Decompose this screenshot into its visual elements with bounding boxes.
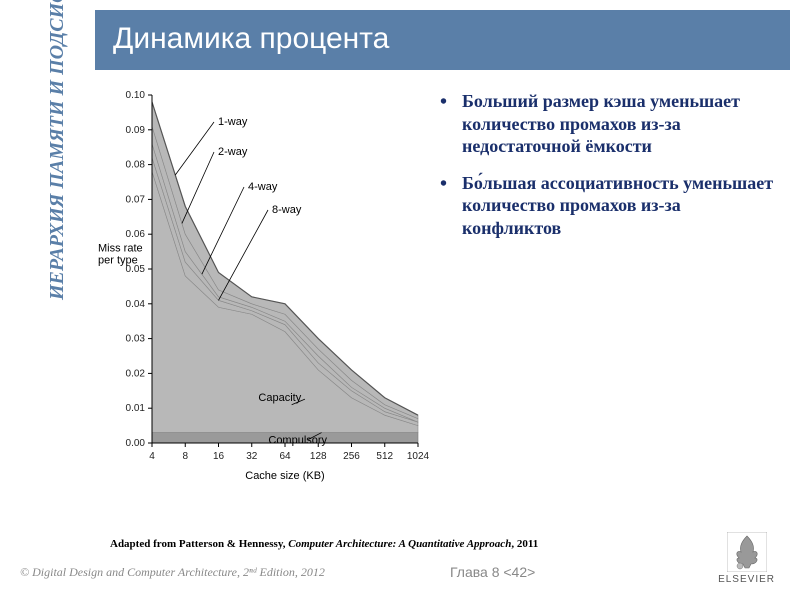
svg-text:0.06: 0.06 <box>126 229 146 240</box>
svg-text:1024: 1024 <box>407 451 430 462</box>
tree-icon <box>727 532 767 572</box>
svg-text:8: 8 <box>182 451 188 462</box>
svg-text:64: 64 <box>279 451 291 462</box>
citation-prefix: Adapted from Patterson & Hennessy, <box>110 538 288 550</box>
footer-chapter: Глава 8 <42> <box>450 564 535 580</box>
svg-text:0.00: 0.00 <box>126 438 146 449</box>
svg-text:0.09: 0.09 <box>126 125 146 136</box>
footer-copyright: © Digital Design and Computer Architectu… <box>20 565 325 580</box>
svg-text:0.02: 0.02 <box>126 368 146 379</box>
svg-text:4-way: 4-way <box>248 181 278 193</box>
publisher-name: ELSEVIER <box>718 574 775 585</box>
svg-text:0.10: 0.10 <box>126 90 146 101</box>
svg-text:16: 16 <box>213 451 225 462</box>
svg-text:8-way: 8-way <box>272 204 302 216</box>
svg-text:Compulsory: Compulsory <box>268 434 327 446</box>
svg-text:4: 4 <box>149 451 155 462</box>
svg-text:1-way: 1-way <box>218 116 248 128</box>
svg-text:0.01: 0.01 <box>126 403 146 414</box>
citation-suffix: , 2011 <box>511 538 538 550</box>
svg-text:0.08: 0.08 <box>126 160 146 171</box>
svg-text:Miss rate: Miss rate <box>98 243 143 255</box>
svg-text:2-way: 2-way <box>218 146 248 158</box>
svg-text:Capacity: Capacity <box>258 392 301 404</box>
svg-text:0.04: 0.04 <box>126 299 146 310</box>
svg-text:Cache size (KB): Cache size (KB) <box>245 470 324 482</box>
svg-text:128: 128 <box>310 451 327 462</box>
citation-title: Computer Architecture: A Quantitative Ap… <box>288 538 511 550</box>
svg-text:per type: per type <box>98 255 138 267</box>
sidebar-caption: ИЕРАРХИЯ ПАМЯТИ И ПОДСИСТЕМА <box>45 40 69 300</box>
citation: Adapted from Patterson & Hennessy, Compu… <box>110 538 538 550</box>
publisher-logo: ELSEVIER <box>718 532 775 585</box>
bullet-1: Больший размер кэша уменьшает количество… <box>440 90 780 158</box>
svg-text:256: 256 <box>343 451 360 462</box>
slide-title: Динамика процента <box>95 10 790 70</box>
svg-text:512: 512 <box>376 451 393 462</box>
svg-text:0.07: 0.07 <box>126 194 146 205</box>
svg-text:0.03: 0.03 <box>126 334 146 345</box>
svg-text:32: 32 <box>246 451 258 462</box>
bullet-2: Бо́льшая ассоциативность уменьшает колич… <box>440 172 780 240</box>
bullet-list: Больший размер кэша уменьшает количество… <box>440 90 780 253</box>
miss-rate-chart: 0.000.010.020.030.040.050.060.070.080.09… <box>90 85 430 485</box>
